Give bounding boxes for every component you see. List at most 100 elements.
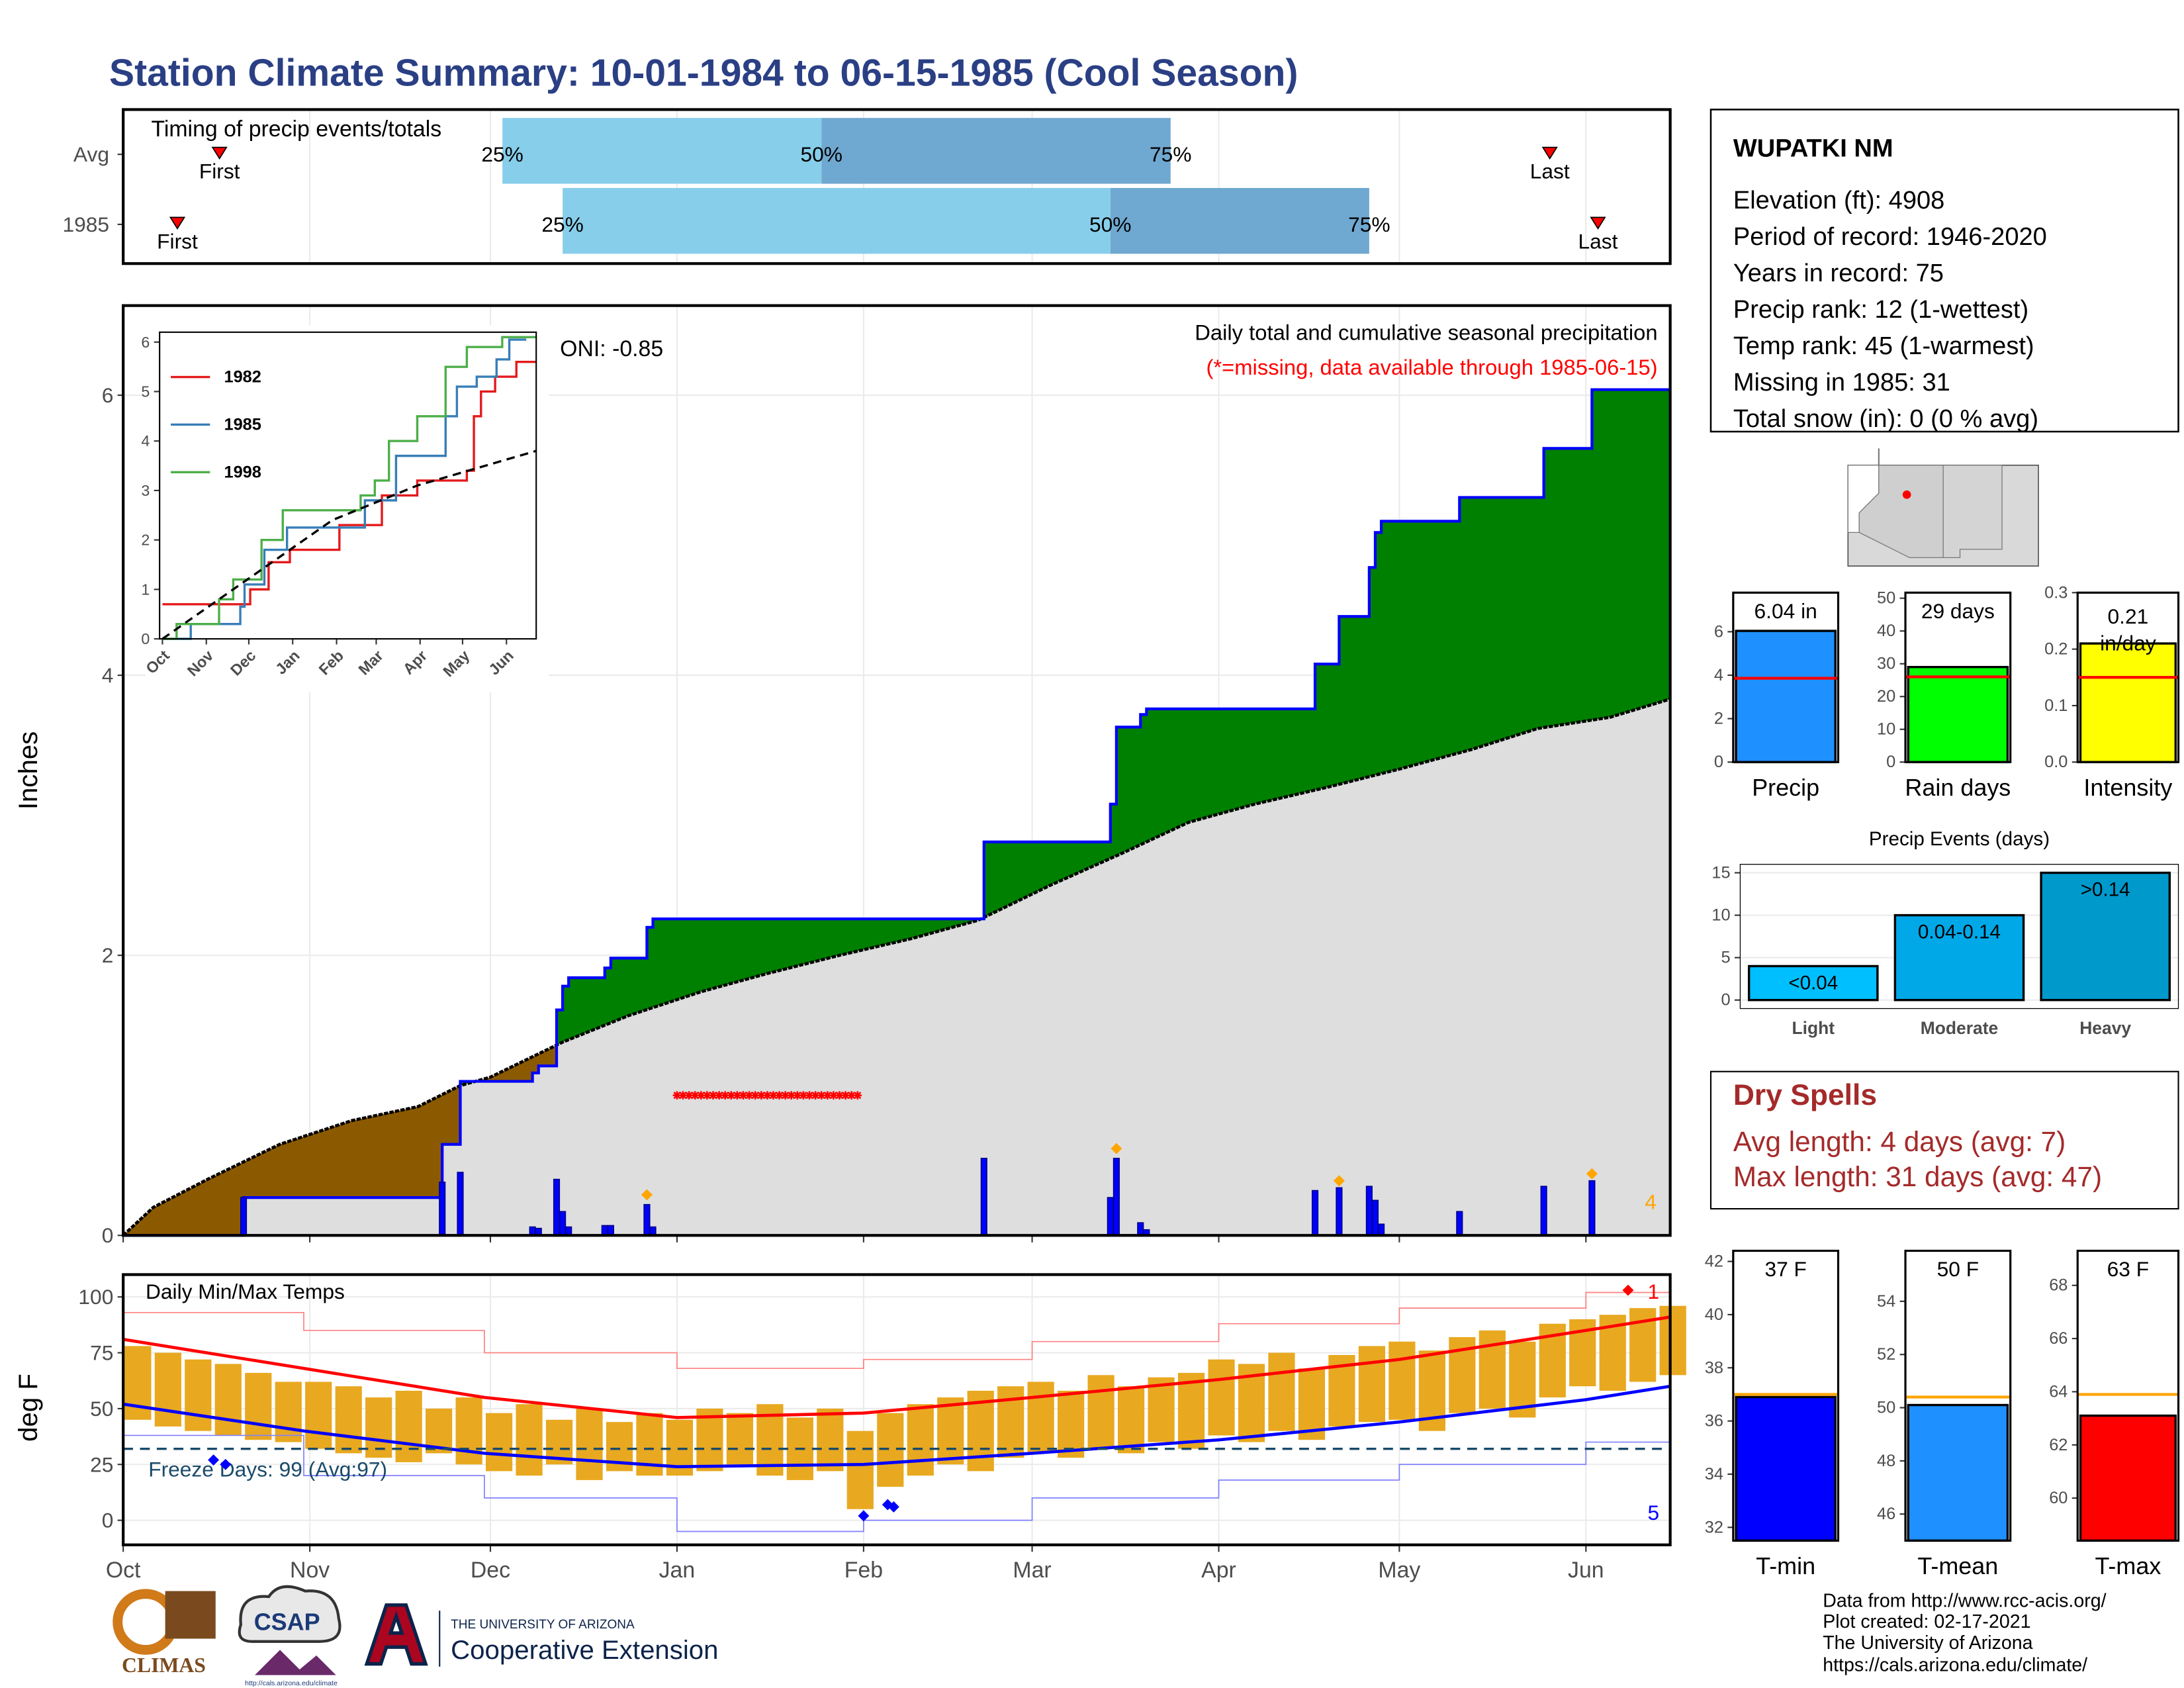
y-tick-label: 20 — [1877, 687, 1895, 706]
missing-marker — [721, 1091, 730, 1100]
quartile-label: 25% — [481, 142, 523, 166]
x-tick-label: T-mean — [1917, 1552, 1998, 1579]
ua-logo — [364, 1603, 428, 1666]
value-label: 63 F — [2107, 1257, 2149, 1281]
missing-marker — [805, 1091, 814, 1100]
panel-frame — [122, 1273, 1672, 1546]
y-tick-label: 68 — [2049, 1276, 2068, 1295]
daily-temp-bar — [817, 1408, 844, 1472]
last-marker — [1590, 216, 1606, 230]
legend-label: 1982 — [224, 368, 261, 387]
y-tick-label: 36 — [1705, 1412, 1723, 1430]
average-area — [123, 699, 1670, 1236]
y-tick-label: 62 — [2049, 1436, 2068, 1454]
daily-bar — [607, 1225, 614, 1237]
station-line: Missing in 1985: 31 — [1733, 369, 1950, 397]
x-tick-label: Jun — [1568, 1558, 1604, 1583]
oni-annotation: ONI: -0.85 — [560, 336, 663, 361]
missing-marker — [847, 1091, 856, 1100]
y-tick-label: 0 — [1714, 753, 1723, 771]
daily-bar — [559, 1211, 567, 1237]
y-tick-label: 64 — [2049, 1382, 2068, 1401]
missing-marker — [696, 1091, 705, 1100]
daily-temp-bar — [696, 1408, 723, 1472]
daily-bar — [1378, 1223, 1385, 1237]
y-tick-label: 0 — [1886, 753, 1895, 771]
x-tick-label: Light — [1792, 1018, 1835, 1038]
daily-temp-bar — [154, 1352, 181, 1427]
y-axis-label: deg F — [13, 1374, 43, 1442]
panel-title: Timing of precip events/totals — [151, 117, 441, 142]
credit-line: https://cals.arizona.edu/climate/ — [1823, 1655, 2087, 1676]
x-tick-label: Moderate — [1921, 1018, 1999, 1038]
daily-bar — [601, 1225, 608, 1237]
missing-marker — [853, 1091, 862, 1100]
station-location — [1902, 490, 1911, 499]
avg-max-line — [122, 1315, 1671, 1419]
panel-frame — [1732, 591, 1840, 763]
panel-frame — [159, 331, 537, 640]
y-tick-label: 32 — [1705, 1518, 1723, 1536]
y-tick-label: 25 — [90, 1452, 113, 1476]
y-tick-label: 10 — [1711, 906, 1730, 925]
station-line: Total snow (in): 0 (0 % avg) — [1733, 405, 2038, 433]
missing-marker — [835, 1091, 844, 1100]
missing-marker — [763, 1091, 772, 1100]
daily-temp-bar — [726, 1413, 753, 1465]
station-box — [1709, 109, 2179, 433]
last-marker — [1541, 146, 1558, 160]
missing-marker — [811, 1091, 820, 1100]
y-tick-label: 75 — [90, 1341, 113, 1365]
y-tick-label: 0 — [141, 630, 150, 647]
daily-temp-bar — [1148, 1377, 1175, 1442]
daily-bar — [439, 1182, 446, 1237]
csap-cloud — [238, 1585, 341, 1643]
climas-emblem — [113, 1589, 179, 1655]
x-tick-label: Nov — [290, 1558, 330, 1583]
avg-min-line — [122, 1384, 1671, 1468]
quartile-label: 25% — [541, 212, 583, 236]
missing-marker — [690, 1091, 700, 1100]
quartile-bar — [1110, 187, 1369, 254]
x-tick-label: Apr — [1201, 1558, 1236, 1583]
missing-marker — [745, 1091, 754, 1100]
y-tick-label: 1 — [141, 581, 150, 598]
daily-temp-bar — [576, 1408, 603, 1480]
first-marker — [211, 146, 228, 160]
credit-line: The University of Arizona — [1823, 1632, 2032, 1654]
y-tick-label: Avg — [73, 142, 109, 166]
daily-temp-bar — [245, 1372, 272, 1440]
y-tick-label: 42 — [1705, 1252, 1723, 1271]
climas-emblem — [165, 1591, 216, 1639]
panel-frame — [1739, 864, 2179, 1009]
value-label: 29 days — [1921, 599, 1995, 623]
missing-marker — [781, 1091, 790, 1100]
heavy-event-marker — [641, 1189, 653, 1201]
y-tick-label: 30 — [1877, 655, 1895, 673]
series-line — [162, 336, 537, 640]
daily-temp-bar — [846, 1430, 874, 1509]
page-title: Station Climate Summary: 10-01-1984 to 0… — [109, 52, 1298, 94]
panel-frame — [1904, 591, 2012, 763]
record-marker — [220, 1458, 232, 1470]
missing-marker — [684, 1091, 694, 1100]
daily-temp-bar — [997, 1386, 1024, 1458]
daily-bar — [1311, 1190, 1319, 1237]
record-low-line — [123, 1426, 1671, 1532]
y-tick-label: 2 — [102, 943, 114, 967]
missing-marker — [678, 1091, 688, 1100]
station-line: Period of record: 1946-2020 — [1733, 223, 2047, 251]
season-line — [123, 388, 1670, 1237]
missing-marker — [727, 1091, 736, 1100]
daily-bar — [1540, 1186, 1547, 1237]
y-tick-label: 2 — [1714, 710, 1723, 728]
y-tick-label: 50 — [1877, 589, 1895, 608]
daily-temp-bar — [937, 1397, 964, 1465]
daily-bar — [980, 1158, 987, 1237]
station-line: Precip rank: 12 (1-wettest) — [1733, 296, 2028, 324]
y-tick-label: 1985 — [62, 212, 109, 236]
x-tick-label: Mar — [1013, 1558, 1051, 1583]
x-tick-label: T-max — [2095, 1552, 2161, 1579]
daily-bar — [643, 1203, 651, 1237]
